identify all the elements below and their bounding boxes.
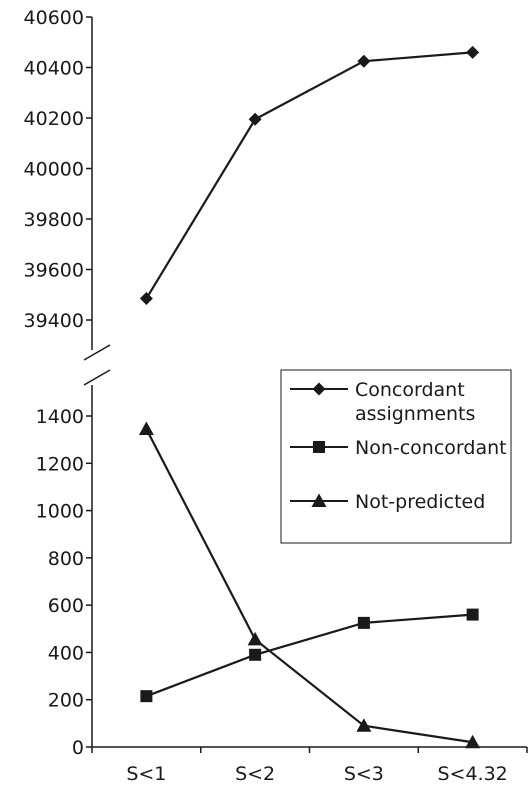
data-point-square	[140, 690, 153, 703]
y-tick-label: 39600	[24, 260, 84, 282]
y-tick-label: 39800	[24, 209, 84, 231]
data-point-triangle	[247, 631, 263, 646]
y-tick-label: 40600	[24, 7, 84, 29]
y-tick-label: 800	[48, 548, 84, 570]
data-point-square	[466, 608, 479, 621]
data-point-diamond	[139, 292, 153, 306]
legend-marker-diamond	[312, 382, 326, 396]
legend-marker-square	[313, 441, 325, 453]
legend-box	[280, 369, 512, 544]
axis-break-mark	[83, 344, 111, 361]
data-point-triangle	[465, 734, 481, 749]
y-tick-label: 1400	[36, 406, 84, 428]
data-point-triangle	[356, 718, 372, 732]
series-line-triangle	[145, 428, 473, 744]
y-tick-label: 600	[48, 595, 84, 617]
series-line-diamond	[145, 51, 473, 300]
data-point-triangle	[138, 421, 154, 436]
x-tick-label: S<4.32	[437, 763, 507, 785]
y-tick-label: 1000	[36, 501, 84, 523]
y-tick-label: 400	[48, 642, 84, 664]
data-point-diamond	[248, 112, 262, 126]
data-point-square	[249, 648, 262, 661]
x-tick-label: S<2	[235, 763, 275, 785]
y-tick-label: 40000	[24, 159, 84, 181]
data-point-square	[357, 616, 370, 629]
legend-label: Not-predicted	[355, 491, 485, 513]
y-tick-label: 200	[48, 690, 84, 712]
legend-label: assignments	[355, 403, 475, 425]
legend-label: Non-concordant	[355, 437, 507, 459]
y-tick-label: 40200	[24, 108, 84, 130]
y-tick-label: 40400	[24, 58, 84, 80]
series-line-square	[145, 613, 473, 698]
legend-marker-triangle	[311, 493, 327, 507]
y-tick-label: 1200	[36, 453, 84, 475]
data-point-diamond	[357, 54, 371, 68]
x-tick-label: S<3	[344, 763, 384, 785]
axis-break-mark	[83, 369, 111, 386]
y-tick-label: 39400	[24, 310, 84, 332]
legend-label: Concordant	[355, 379, 465, 401]
x-tick-label: S<1	[126, 763, 166, 785]
data-point-diamond	[466, 45, 480, 59]
y-tick-label: 0	[72, 737, 84, 759]
